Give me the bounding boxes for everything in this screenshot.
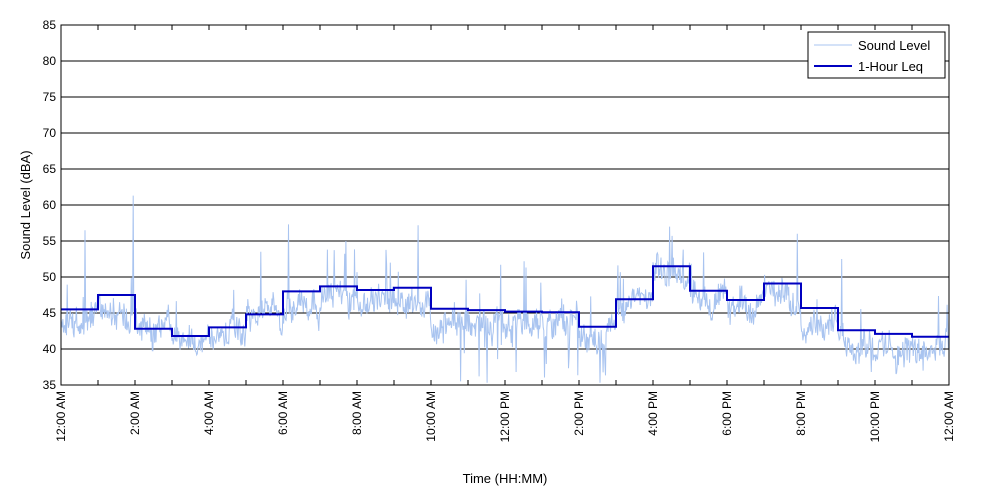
x-axis-label: Time (HH:MM): [463, 471, 548, 486]
y-tick-label: 70: [43, 126, 57, 140]
leq-step-group: [61, 265, 949, 338]
legend: Sound Level 1-Hour Leq: [807, 31, 946, 79]
x-tick-label: 4:00 AM: [202, 391, 216, 435]
leq-step-line: [61, 265, 949, 338]
y-tick-label: 80: [43, 54, 57, 68]
x-tick-label: 8:00 PM: [794, 391, 808, 436]
y-tick-label: 50: [43, 270, 57, 284]
x-tick-label: 12:00 AM: [942, 391, 956, 442]
y-tick-label: 55: [43, 234, 57, 248]
legend-box: [807, 31, 946, 79]
legend-label-leq: 1-Hour Leq: [858, 59, 923, 74]
sound-level-trace-group: [60, 195, 950, 383]
x-tick-label: 4:00 PM: [646, 391, 660, 436]
y-tick-label: 75: [43, 90, 57, 104]
x-tick-label: 10:00 AM: [424, 391, 438, 442]
y-tick-label: 40: [43, 342, 57, 356]
x-tick-label: 2:00 PM: [572, 391, 586, 436]
y-tick-label: 60: [43, 198, 57, 212]
x-tick-label: 6:00 AM: [276, 391, 290, 435]
grid-lines: [61, 60, 949, 350]
y-tick-label: 85: [43, 18, 57, 32]
x-tick-label: 8:00 AM: [350, 391, 364, 435]
x-tick-label: 10:00 PM: [868, 391, 882, 442]
sound-level-line: [60, 195, 950, 383]
x-tick-label: 6:00 PM: [720, 391, 734, 436]
x-tick-label: 12:00 PM: [498, 391, 512, 442]
y-tick-label: 35: [43, 378, 57, 392]
x-tick-label: 12:00 AM: [54, 391, 68, 442]
y-tick-label: 45: [43, 306, 57, 320]
x-tick-label: 2:00 AM: [128, 391, 142, 435]
y-tick-label: 65: [43, 162, 57, 176]
y-axis-label: Sound Level (dBA): [18, 150, 33, 259]
axis-ticks: 35 40 45 50 55 60 65 70 75 80 85 12:00 AM 2:00 AM 4:0…: [43, 18, 956, 442]
legend-label-sound-level: Sound Level: [858, 38, 930, 53]
